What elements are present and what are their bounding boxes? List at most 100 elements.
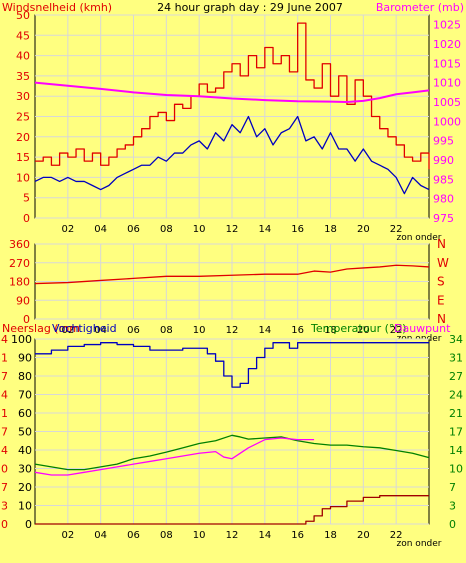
y-tick-label-humidity: 80 (18, 370, 32, 383)
x-tick-label: 16 (291, 530, 304, 541)
y-tick-label-rain: 21 (0, 407, 8, 420)
y-tick-label-humidity: 100 (11, 333, 32, 346)
compass-label: N (437, 312, 446, 326)
x-tick-label: 04 (94, 224, 107, 235)
y-tick-label-wind: 50 (16, 9, 30, 22)
y-tick-label-direction: 0 (23, 313, 30, 326)
y-tick-label-barometer: 995 (433, 135, 454, 148)
y-tick-label-humidity: 10 (18, 500, 32, 513)
y-tick-label-humidity: 0 (25, 518, 32, 531)
x-tick-label: 22 (390, 530, 403, 541)
y-axis-title-humidity: Vochtigheid (52, 322, 117, 335)
y-tick-label-barometer: 980 (433, 193, 454, 206)
x-tick-label: 08 (160, 224, 173, 235)
compass-label: W (437, 256, 449, 270)
sunset-label: zon onder (397, 233, 442, 243)
series-line-wind-direction (34, 264, 430, 285)
y-tick-label-rain: 10 (0, 463, 8, 476)
x-tick-label: 02 (61, 325, 74, 336)
x-tick-label: 12 (226, 224, 239, 235)
y-tick-label-rain: 27 (0, 370, 8, 383)
y-axis-title-temperature: Temperatuur (°C) (310, 322, 406, 335)
y-tick-label-temperature: 31 (449, 352, 463, 365)
y-tick-label-barometer: 990 (433, 154, 454, 167)
y-axis-title-barometer: Barometer (mb) (376, 1, 464, 14)
y-tick-label-wind: 20 (16, 131, 30, 144)
y-tick-label-rain: 24 (0, 389, 8, 402)
y-tick-label-temperature: 7 (449, 481, 456, 494)
y-tick-label-rain: 17 (0, 426, 8, 439)
y-tick-label-temperature: 17 (449, 426, 463, 439)
x-tick-label: 18 (324, 325, 337, 336)
series-line-magenta (34, 81, 430, 103)
y-tick-label-temperature: 10 (449, 463, 463, 476)
y-tick-label-direction: 270 (9, 257, 30, 270)
y-tick-label-wind: 40 (16, 50, 30, 63)
x-tick-label: 20 (357, 224, 370, 235)
y-tick-label-temperature: 34 (449, 333, 463, 346)
y-tick-label-barometer: 1010 (433, 77, 461, 90)
y-tick-label-direction: 360 (9, 238, 30, 251)
chart-title: 24 hour graph day : 29 June 2007 (157, 1, 343, 14)
x-tick-label: 08 (160, 530, 173, 541)
x-tick-label: 18 (324, 530, 337, 541)
y-tick-label-barometer: 1025 (433, 19, 461, 32)
y-tick-label-barometer: 1020 (433, 38, 461, 51)
x-tick-label: 10 (193, 224, 206, 235)
x-tick-label: 22 (390, 325, 403, 336)
x-tick-label: 02 (61, 224, 74, 235)
series-line-rain (35, 495, 429, 525)
x-tick-label: 16 (291, 325, 304, 336)
y-tick-label-temperature: 0 (449, 518, 456, 531)
y-tick-label-direction: 90 (16, 294, 30, 307)
y-tick-label-wind: 15 (16, 151, 30, 164)
y-axis-title-dewpoint: Dauwpunt (394, 322, 451, 335)
x-tick-label: 10 (193, 325, 206, 336)
x-tick-label: 18 (324, 224, 337, 235)
y-tick-label-rain: 34 (0, 333, 8, 346)
x-tick-label: 10 (193, 530, 206, 541)
y-tick-label-wind: 0 (23, 212, 30, 225)
y-tick-label-rain: 0 (1, 518, 8, 531)
y-tick-label-barometer: 975 (433, 212, 454, 225)
series-line-red (35, 22, 430, 170)
y-tick-label-humidity: 40 (18, 444, 32, 457)
series-line-magenta (34, 437, 315, 476)
x-tick-label: 04 (94, 530, 107, 541)
x-tick-label: 22 (390, 224, 403, 235)
y-tick-label-temperature: 27 (449, 370, 463, 383)
x-tick-label: 14 (258, 325, 271, 336)
y-tick-label-rain: 7 (1, 481, 8, 494)
x-tick-label: 12 (226, 325, 239, 336)
y-tick-label-temperature: 24 (449, 389, 463, 402)
x-tick-label: 20 (357, 325, 370, 336)
compass-label: S (437, 275, 445, 289)
x-tick-label: 20 (357, 530, 370, 541)
y-tick-label-humidity: 30 (18, 463, 32, 476)
x-tick-label: 08 (160, 325, 173, 336)
y-tick-label-barometer: 1000 (433, 115, 461, 128)
x-tick-label: 14 (258, 530, 271, 541)
compass-label: E (437, 293, 445, 307)
x-tick-label: 14 (258, 224, 271, 235)
y-tick-label-barometer: 1005 (433, 96, 461, 109)
x-tick-label: 06 (127, 224, 140, 235)
y-tick-label-temperature: 3 (449, 500, 456, 513)
y-tick-label-wind: 25 (16, 111, 30, 124)
y-tick-label-wind: 30 (16, 90, 30, 103)
sunset-label: zon onder (397, 539, 442, 549)
y-tick-label-barometer: 1015 (433, 57, 461, 70)
y-axis-title-rain: Neerslag (mm (2, 322, 80, 335)
x-tick-label: 06 (127, 325, 140, 336)
y-tick-label-humidity: 50 (18, 426, 32, 439)
series-line-humidity (35, 342, 429, 388)
y-tick-label-wind: 35 (16, 70, 30, 83)
x-tick-label: 06 (127, 530, 140, 541)
y-tick-label-humidity: 70 (18, 389, 32, 402)
y-tick-label-rain: 31 (0, 352, 8, 365)
x-tick-label: 16 (291, 224, 304, 235)
y-tick-label-rain: 14 (0, 444, 8, 457)
y-tick-label-wind: 45 (16, 29, 30, 42)
x-tick-label: 12 (226, 530, 239, 541)
series-line-green (34, 434, 430, 471)
